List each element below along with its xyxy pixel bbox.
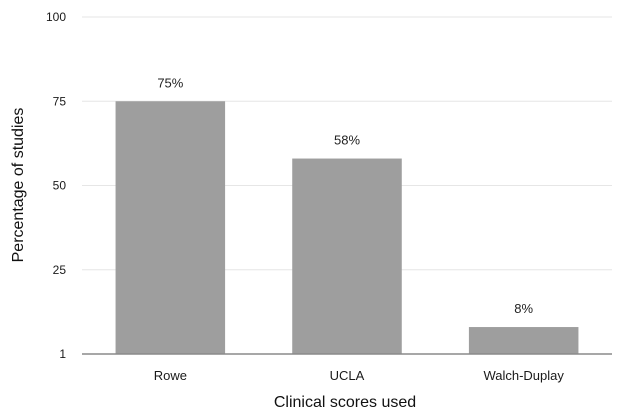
x-category-label: UCLA xyxy=(330,368,365,383)
bar-walch-duplay xyxy=(468,327,579,354)
y-tick-labels: 1 25 50 75 100 xyxy=(46,10,66,361)
x-axis-title: Clinical scores used xyxy=(274,394,416,411)
y-tick-label: 50 xyxy=(53,179,67,193)
data-label: 58% xyxy=(334,133,360,148)
y-tick-label: 1 xyxy=(59,347,66,361)
data-label: 75% xyxy=(157,75,183,90)
x-category-label: Rowe xyxy=(154,368,187,383)
y-tick-label: 25 xyxy=(53,263,67,277)
bars xyxy=(115,101,579,354)
y-tick-label: 100 xyxy=(46,10,66,24)
bar-rowe xyxy=(115,101,226,354)
data-labels: 75% 58% 8% xyxy=(157,75,533,316)
x-category-label: Walch-Duplay xyxy=(483,368,564,383)
y-tick-label: 75 xyxy=(53,94,67,108)
x-category-labels: Rowe UCLA Walch-Duplay xyxy=(154,368,565,383)
bar-ucla xyxy=(292,158,402,354)
y-axis-title: Percentage of studies xyxy=(10,108,27,263)
data-label: 8% xyxy=(514,301,533,316)
